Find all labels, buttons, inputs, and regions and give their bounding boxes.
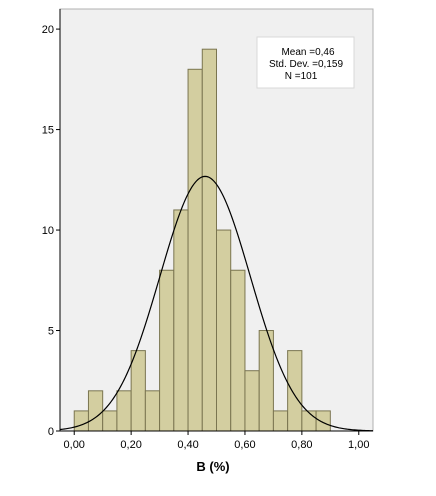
y-tick-label: 0: [48, 426, 54, 438]
x-tick-label: 0,80: [291, 439, 312, 451]
histogram-bar: [144, 390, 161, 432]
histogram-bar: [102, 410, 118, 432]
stats-box: Mean =0,46 Std. Dev. =0,159 N =101: [256, 36, 355, 89]
x-tick-label: 0,00: [64, 439, 85, 451]
stats-std-dev: Std. Dev. =0,159: [269, 59, 343, 70]
y-tick-label: 5: [48, 326, 54, 338]
x-tick-label: 1,00: [348, 439, 369, 451]
histogram-bar: [244, 370, 260, 432]
stats-box-frame: [256, 36, 355, 89]
histogram-bar: [301, 410, 317, 432]
x-tick-label: 0,60: [234, 439, 255, 451]
histogram-bar: [216, 229, 232, 432]
histogram-bar: [116, 390, 132, 432]
histogram-bar: [130, 350, 146, 432]
histogram-bar: [258, 330, 274, 432]
histogram-bar: [287, 350, 303, 432]
histogram-bar: [187, 68, 203, 432]
histogram-bar: [87, 390, 104, 432]
x-axis-title: B (%): [196, 459, 229, 474]
y-tick-label: 10: [42, 225, 54, 237]
histogram-bar: [315, 410, 331, 432]
stats-n: N =101: [285, 71, 318, 82]
stats-mean: Mean =0,46: [281, 47, 335, 58]
bars-group: [73, 48, 331, 432]
histogram-bar: [73, 410, 89, 432]
y-ticks-group: 0 5 10 15 20: [42, 24, 60, 438]
x-tick-label: 0,40: [177, 439, 198, 451]
x-ticks-group: 0,00 0,20 0,40 0,60 0,80 1,00: [64, 431, 369, 451]
histogram-bar: [201, 48, 218, 432]
y-tick-label: 20: [42, 24, 54, 36]
y-tick-label: 15: [42, 125, 54, 137]
normal-curve: [59, 175, 374, 432]
histogram-bar: [173, 209, 189, 432]
histogram-bar: [230, 269, 246, 432]
histogram-bar: [272, 410, 289, 432]
x-tick-label: 0,20: [120, 439, 141, 451]
histogram-bar: [159, 269, 175, 432]
